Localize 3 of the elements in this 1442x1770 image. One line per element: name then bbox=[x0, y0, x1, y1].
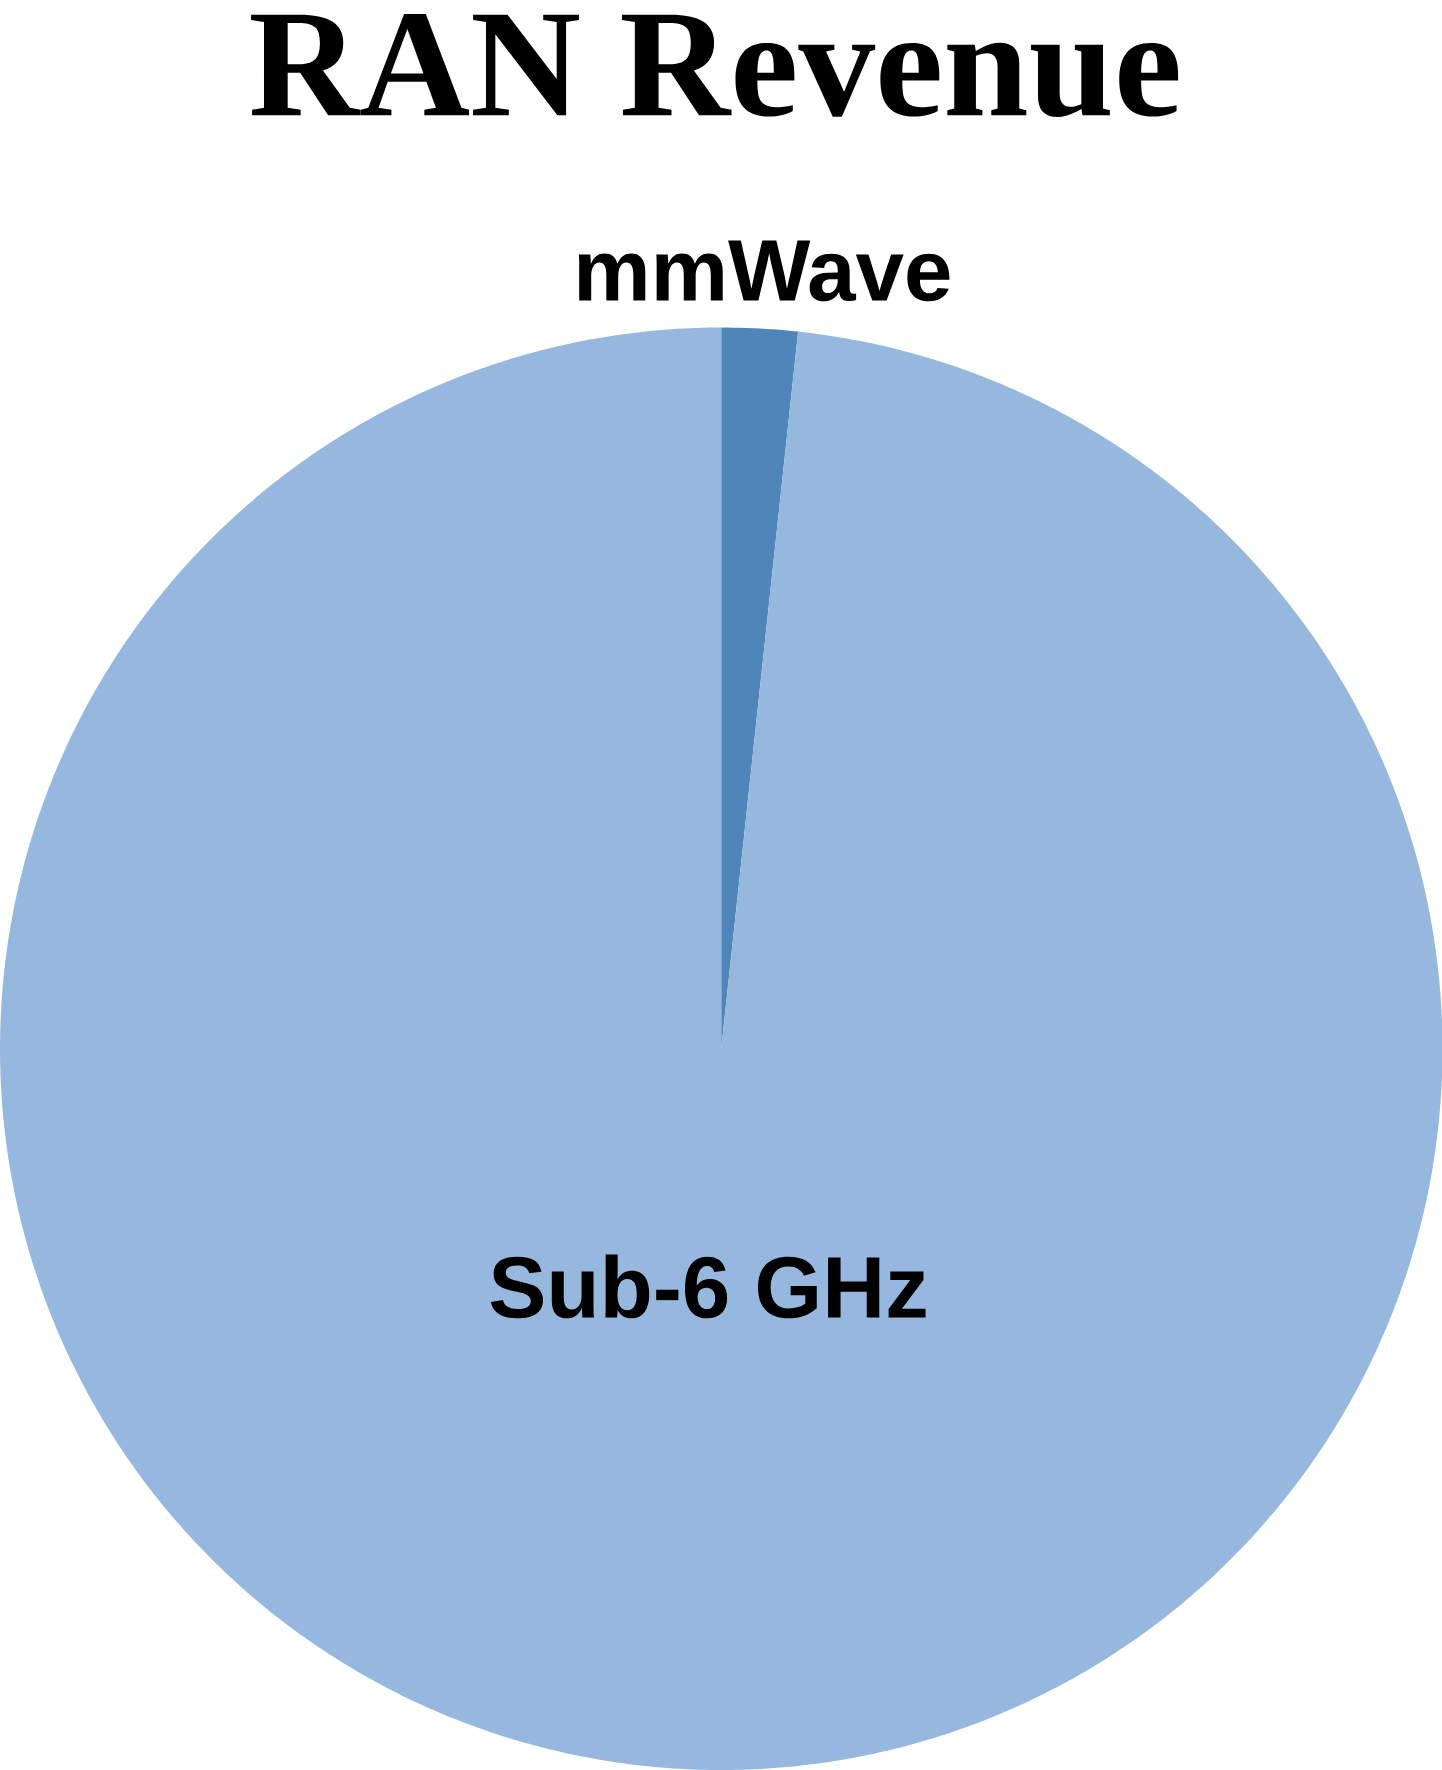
slice-label: Sub-6 GHz bbox=[490, 1254, 926, 1319]
slice-label: mmWave bbox=[578, 240, 950, 302]
chart-title: RAN Revenue bbox=[250, 13, 1178, 118]
